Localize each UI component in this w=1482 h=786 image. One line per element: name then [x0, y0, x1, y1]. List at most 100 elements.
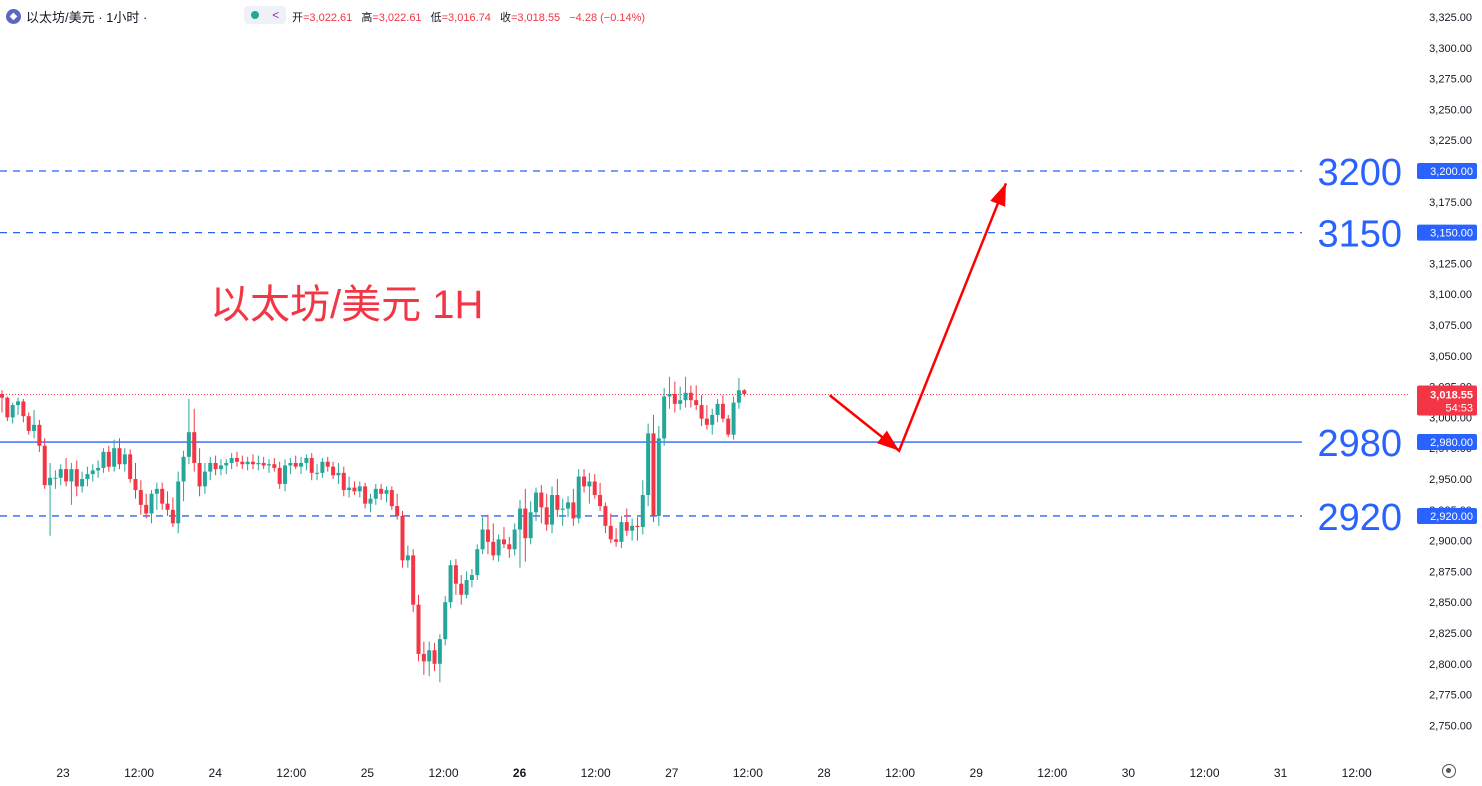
candle-body: [459, 583, 464, 595]
candle-body: [683, 392, 688, 401]
candle: [373, 483, 378, 505]
candle-body: [37, 424, 42, 446]
candle-body: [715, 403, 720, 415]
y-tick-label: 3,075.00: [1429, 320, 1472, 332]
candle: [640, 480, 645, 535]
candle-body: [464, 580, 469, 595]
candle-body: [405, 555, 410, 561]
candle-body: [208, 462, 213, 472]
candle-body: [416, 604, 421, 654]
candle-body: [427, 650, 432, 662]
candle-body: [16, 401, 21, 406]
candle-body: [411, 555, 416, 605]
candle: [10, 402, 15, 424]
candle: [571, 488, 576, 526]
candle-body: [688, 392, 693, 401]
x-day-label: 27: [665, 766, 679, 780]
candle: [309, 453, 314, 481]
candle-body: [21, 401, 26, 417]
close-label: 收: [499, 12, 511, 24]
symbol-title[interactable]: 以太坊/美元 · 1小时 ·: [26, 9, 148, 25]
candle: [528, 501, 533, 545]
candle-body: [293, 462, 298, 467]
symbol-header[interactable]: ◆ 以太坊/美元 · 1小时 ·: [6, 6, 147, 26]
y-tick-label: 2,800.00: [1429, 659, 1472, 671]
timezone-icon[interactable]: [1442, 764, 1456, 778]
candle: [341, 466, 346, 497]
x-day-label: 28: [817, 766, 831, 780]
chart-annotation[interactable]: 以太坊/美元 1H: [210, 283, 484, 327]
candle-body: [64, 469, 69, 482]
candle: [411, 549, 416, 613]
candle-body: [608, 525, 613, 540]
price-axis[interactable]: 3,325.00 3,300.00 3,275.00 3,250.00 3,225.00…: [1417, 12, 1477, 732]
candle: [245, 456, 250, 471]
low-value: =3,016.74: [441, 12, 491, 24]
candle: [576, 469, 581, 524]
candle: [608, 513, 613, 544]
candle-body: [576, 476, 581, 519]
y-tick-label: 2,875.00: [1429, 566, 1472, 578]
candle-body: [90, 470, 95, 475]
candle: [133, 462, 138, 499]
candle: [32, 410, 37, 439]
candle-body: [160, 488, 165, 504]
candle-body: [432, 650, 437, 664]
candle-body: [5, 397, 10, 418]
x-day-label: 26: [513, 766, 527, 780]
candle-body: [144, 504, 149, 514]
candle: [218, 459, 223, 476]
candle: [619, 515, 624, 548]
candle: [555, 479, 560, 518]
candle: [405, 545, 410, 568]
candle: [624, 508, 629, 536]
open-label: 开: [292, 12, 303, 24]
x-time-label: 12:00: [733, 766, 763, 780]
candle: [325, 456, 330, 472]
candle-body: [651, 433, 656, 516]
candle: [395, 493, 400, 520]
y-tick-label: 2,825.00: [1429, 628, 1472, 640]
x-time-label: 12:00: [1189, 766, 1219, 780]
candle: [635, 517, 640, 541]
candle: [21, 398, 26, 423]
ohlc-legend: 开=3,022.61 高=3,022.61 低=3,016.74 收=3,018…: [292, 9, 651, 25]
candle: [48, 462, 53, 536]
level-label-3150: 3150: [1317, 214, 1402, 256]
candle-body: [331, 466, 336, 476]
candle-body: [726, 418, 731, 435]
candle: [523, 488, 528, 562]
candle-body: [614, 539, 619, 542]
candle-body: [320, 461, 325, 473]
candle-body: [357, 486, 362, 492]
candle-body: [517, 508, 522, 530]
candle: [443, 596, 448, 646]
price-levels: 3200 3150 2980 2920: [0, 152, 1410, 539]
x-day-label: 31: [1274, 766, 1288, 780]
candle: [229, 453, 234, 470]
candle: [80, 471, 85, 493]
candle-body: [299, 462, 304, 467]
candle-body: [240, 461, 245, 465]
candle: [560, 498, 565, 526]
candle: [432, 642, 437, 672]
candle: [138, 480, 143, 515]
candle-body: [69, 469, 74, 482]
share-icon[interactable]: <: [272, 8, 280, 22]
candle-body: [277, 467, 282, 484]
candle-body: [656, 438, 661, 516]
candle: [117, 438, 122, 470]
indicator-pill[interactable]: <: [244, 6, 286, 24]
candle: [256, 455, 261, 471]
candle-body: [485, 529, 490, 542]
candle: [384, 486, 389, 503]
candle: [566, 496, 571, 518]
candle-body: [53, 477, 58, 479]
candle: [186, 398, 191, 465]
candle: [128, 449, 133, 483]
candle: [534, 487, 538, 521]
time-axis[interactable]: 23 12:00 24 12:00 25 12:00 26 12:00 27 12:00 28 12:…: [56, 766, 1372, 780]
candle: [0, 390, 4, 413]
ethereum-icon: ◆: [6, 8, 21, 24]
